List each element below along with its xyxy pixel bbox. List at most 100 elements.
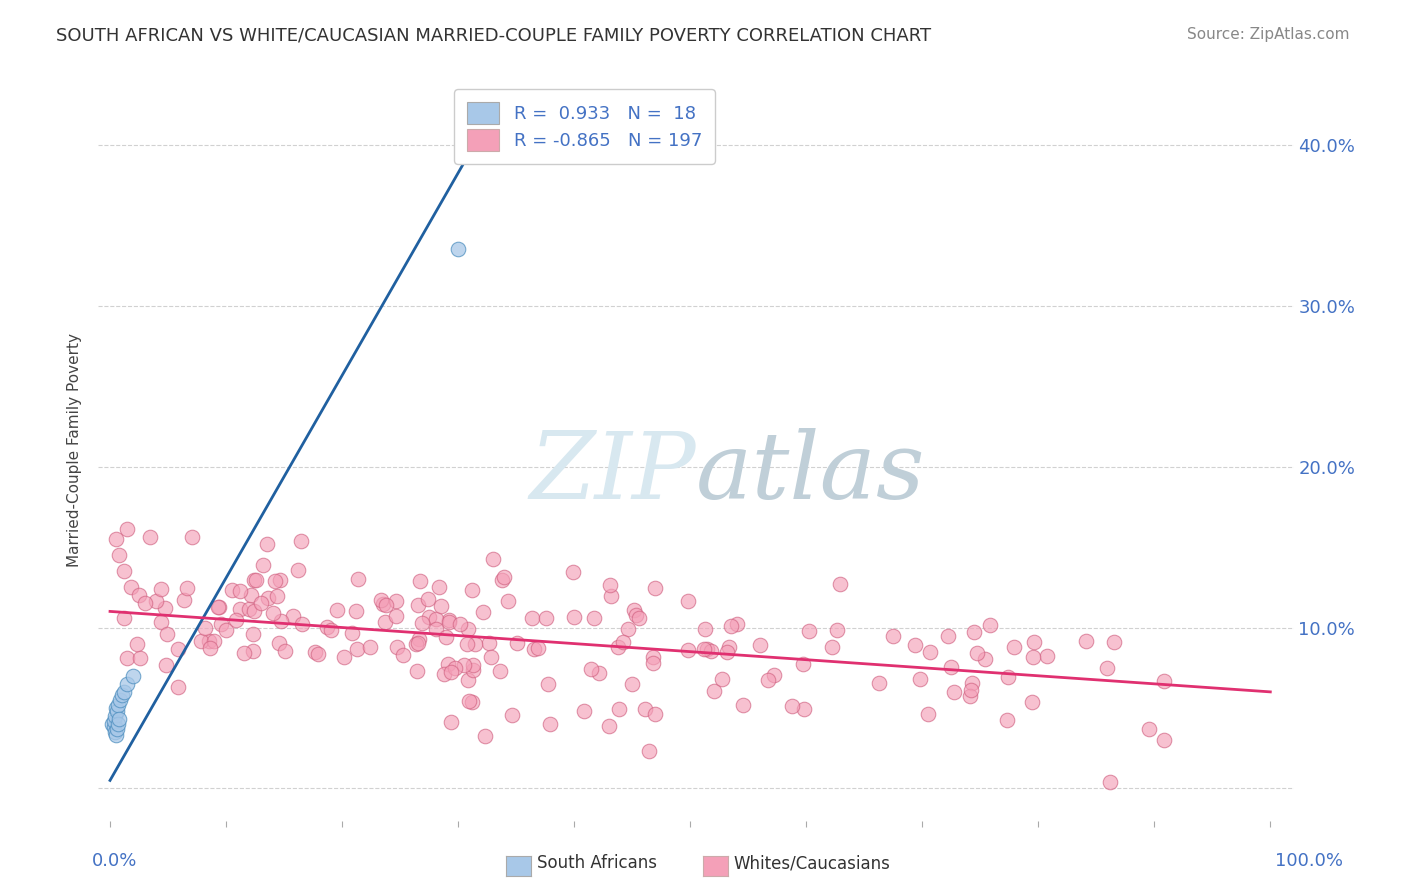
Point <box>756 673 779 687</box>
Point <box>242 573 264 587</box>
Point <box>198 634 221 648</box>
Point <box>240 588 263 602</box>
Point <box>304 645 326 659</box>
Point <box>274 644 297 658</box>
Point <box>917 707 939 722</box>
Point <box>167 641 190 656</box>
Point <box>1021 694 1043 708</box>
Point <box>104 728 127 742</box>
Point <box>120 580 142 594</box>
Point <box>418 592 440 607</box>
Point <box>599 578 621 592</box>
Point <box>562 565 585 579</box>
Point <box>245 573 267 587</box>
Point <box>437 657 460 672</box>
Point <box>534 611 557 625</box>
Point <box>233 646 256 660</box>
Point <box>406 635 429 649</box>
Point <box>340 626 363 640</box>
Point <box>155 601 177 615</box>
Point <box>522 610 544 624</box>
Point <box>238 602 260 616</box>
Point <box>496 593 519 607</box>
Point <box>644 707 666 722</box>
Point <box>173 593 195 607</box>
Point <box>572 704 595 718</box>
Point <box>457 694 479 708</box>
Point <box>269 573 291 587</box>
Point <box>716 645 738 659</box>
Point <box>283 608 305 623</box>
Point <box>457 673 479 687</box>
Point <box>107 717 129 731</box>
Point <box>1153 673 1175 688</box>
Point <box>959 683 981 698</box>
Point <box>242 644 264 658</box>
Point <box>139 530 162 544</box>
Point <box>447 242 470 256</box>
Point <box>122 669 145 683</box>
Point <box>696 641 718 656</box>
Point <box>319 623 342 637</box>
Point <box>425 612 447 626</box>
Point <box>1004 640 1026 654</box>
Point <box>793 702 815 716</box>
Point <box>190 634 212 648</box>
Point <box>966 646 988 660</box>
Point <box>409 574 432 588</box>
Point <box>406 664 429 678</box>
Point <box>711 673 734 687</box>
Point <box>103 720 125 734</box>
Point <box>229 602 252 616</box>
Point <box>209 617 232 632</box>
Point <box>411 615 433 630</box>
Point <box>624 607 647 622</box>
Point <box>676 642 699 657</box>
Point <box>538 717 561 731</box>
Point <box>262 606 284 620</box>
Point <box>828 577 851 591</box>
Point <box>291 616 314 631</box>
Point <box>1137 722 1160 736</box>
Point <box>371 597 394 611</box>
Point <box>225 613 247 627</box>
Point <box>105 722 128 736</box>
Point <box>960 676 983 690</box>
Point <box>588 665 610 680</box>
Point <box>720 619 742 633</box>
Point <box>920 645 942 659</box>
Point <box>1022 649 1045 664</box>
Point <box>523 642 546 657</box>
Point <box>882 629 904 643</box>
Point <box>243 604 266 618</box>
Point <box>346 641 368 656</box>
Point <box>316 620 339 634</box>
Point <box>385 608 408 623</box>
Point <box>208 600 231 615</box>
Point <box>762 668 785 682</box>
Point <box>134 596 156 610</box>
Point <box>471 605 494 619</box>
Point <box>731 698 754 713</box>
Point <box>868 676 890 690</box>
Y-axis label: Married-Couple Family Poverty: Married-Couple Family Poverty <box>67 334 83 567</box>
Legend: R =  0.933   N =  18, R = -0.865   N = 197: R = 0.933 N = 18, R = -0.865 N = 197 <box>454 89 714 164</box>
Point <box>607 640 630 654</box>
Text: South Africans: South Africans <box>537 855 657 872</box>
Point <box>1074 633 1097 648</box>
Point <box>943 684 966 698</box>
Point <box>250 595 273 609</box>
Point <box>194 621 217 635</box>
Point <box>437 615 460 629</box>
Point <box>344 604 367 618</box>
Point <box>482 551 505 566</box>
Point <box>939 660 962 674</box>
Point <box>797 624 820 638</box>
Point <box>437 614 460 628</box>
Point <box>108 712 131 726</box>
Point <box>676 594 699 608</box>
Text: ZIP: ZIP <box>529 427 696 517</box>
Point <box>198 640 221 655</box>
Point <box>1102 634 1125 648</box>
Point <box>963 625 986 640</box>
